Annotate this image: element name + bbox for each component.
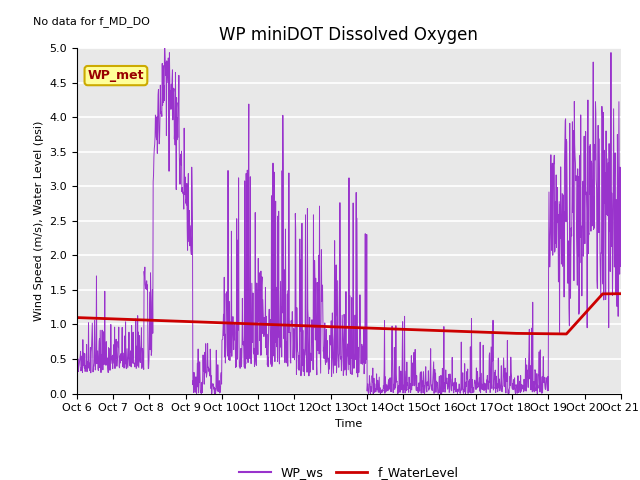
Legend: WP_ws, f_WaterLevel: WP_ws, f_WaterLevel	[234, 461, 463, 480]
Y-axis label: Wind Speed (m/s), Water Level (psi): Wind Speed (m/s), Water Level (psi)	[34, 120, 44, 321]
Text: WP_met: WP_met	[88, 69, 144, 82]
Text: No data for f_MD_DO: No data for f_MD_DO	[33, 16, 150, 27]
X-axis label: Time: Time	[335, 419, 362, 429]
Title: WP miniDOT Dissolved Oxygen: WP miniDOT Dissolved Oxygen	[220, 25, 478, 44]
